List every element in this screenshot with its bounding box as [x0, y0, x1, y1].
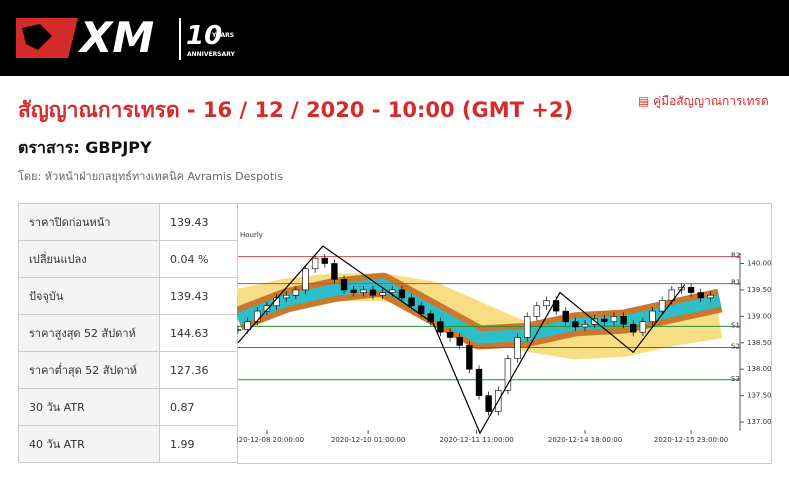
- stats-table: ราคาปิดก่อนหน้า 139.43 เปลี่ยนแปลง 0.04 % ปั…: [18, 203, 239, 463]
- stat-value: 144.63: [159, 314, 239, 352]
- candle-body: [697, 292, 704, 299]
- candle-body: [514, 337, 521, 359]
- stat-label: ราคาปิดก่อนหน้า: [18, 203, 160, 241]
- table-row: ราคาปิดก่อนหน้า 139.43: [18, 203, 239, 241]
- candle-body: [446, 331, 454, 338]
- table-row: ราคาสูงสุด 52 สัปดาห์ 144.63: [18, 314, 239, 352]
- candle-body: [475, 368, 483, 396]
- stat-value: 127.36: [159, 351, 239, 389]
- table-row: 40 วัน ATR 1.99: [18, 425, 239, 463]
- candle-body: [263, 305, 271, 312]
- candle-body: [581, 323, 589, 328]
- badge: 10: [186, 21, 222, 51]
- candle-body: [649, 310, 656, 322]
- level-label: R2: [731, 252, 740, 260]
- candle-body: [331, 263, 338, 280]
- candle-body: [601, 318, 608, 322]
- candle-body: [543, 300, 550, 307]
- candle-body: [237, 329, 242, 331]
- table-row: 30 วัน ATR 0.87: [18, 388, 239, 426]
- guide-text[interactable]: คู่มือสัญญาณการเทรด: [653, 94, 769, 108]
- candle-body: [321, 257, 328, 264]
- fast-band-core: [237, 278, 722, 344]
- stat-label: เปลี่ยนแปลง: [18, 240, 160, 278]
- stat-value: 139.43: [159, 277, 239, 315]
- level-label: S3: [731, 375, 740, 383]
- logo[interactable]: XM 10 YEARS ANNIVERSARY: [0, 0, 260, 76]
- x-tick-label: 2020-12-15 23:00:00: [654, 436, 728, 444]
- candle-body: [244, 321, 251, 330]
- instrument: ตราสาร: GBPJPY: [18, 138, 152, 157]
- timeframe: Hourly: [240, 231, 263, 239]
- candle-body: [639, 321, 647, 333]
- table-row: เปลี่ยนแปลง 0.04 %: [18, 240, 239, 278]
- candle-body: [292, 289, 300, 296]
- stat-label: ปัจจุบัน: [18, 277, 160, 315]
- zigzag: [237, 245, 686, 435]
- level-label: S1: [731, 321, 740, 329]
- candle-body: [417, 305, 425, 315]
- candle-body: [389, 289, 396, 293]
- x-tick-label: 2020-12-08 20:00:00: [237, 436, 304, 444]
- stat-value: 0.87: [159, 388, 239, 426]
- y-tick-label: 140.00: [747, 260, 772, 268]
- stat-label: ราคาต่ำสุด 52 สัปดาห์: [18, 351, 160, 389]
- y-tick-label: 137.50: [747, 392, 772, 400]
- candle-body: [668, 289, 675, 301]
- header: XM 10 YEARS ANNIVERSARY: [0, 0, 789, 76]
- logo-text: XM: [77, 13, 154, 62]
- candle-body: [398, 289, 406, 299]
- candle-body: [524, 316, 531, 338]
- candle-body: [311, 257, 319, 270]
- chart: Hourly R2 R1 S1 S2 S3 140.00 139.50 139.00 138.5…: [237, 203, 772, 464]
- signal-title: สัญญาณการเทรด - 16 / 12 / 2020 - 10:00 (…: [18, 98, 574, 122]
- badge-caption: ANNIVERSARY: [187, 51, 236, 58]
- guide-link[interactable]: ▤ คู่มือสัญญาณการเทรด: [638, 94, 769, 108]
- author: โดย: หัวหน้าฝ่ายกลยุทธ์ทางเทคนิค Avramis…: [18, 170, 283, 183]
- stat-value: 1.99: [159, 425, 239, 463]
- candle-body: [572, 321, 579, 328]
- level-label: S2: [731, 343, 740, 351]
- candle-body: [562, 310, 569, 322]
- candle-body: [630, 323, 637, 333]
- candle-body: [504, 358, 512, 391]
- candle-body: [379, 292, 386, 296]
- stat-value: 139.43: [159, 203, 239, 241]
- candle-body: [283, 294, 290, 299]
- candle-body: [610, 316, 618, 322]
- stat-label: 30 วัน ATR: [18, 388, 160, 426]
- candle-body: [485, 395, 492, 412]
- candle-body: [340, 279, 348, 291]
- x-tick-label: 2020-12-14 18:00:00: [548, 436, 622, 444]
- table-row: ราคาต่ำสุด 52 สัปดาห์ 127.36: [18, 351, 239, 389]
- candle-body: [302, 268, 309, 291]
- candle-body: [437, 321, 444, 333]
- candle-body: [591, 318, 598, 325]
- y-tick-label: 139.00: [747, 312, 772, 320]
- candle-body: [620, 316, 627, 325]
- table-row: ปัจจุบัน 139.43: [18, 277, 239, 315]
- candle-body: [687, 286, 695, 293]
- x-tick-label: 2020-12-11 11:00:00: [439, 436, 513, 444]
- candle-body: [533, 305, 541, 317]
- candle-body: [408, 297, 415, 307]
- candle-body: [350, 289, 357, 293]
- candle-body: [369, 289, 377, 296]
- candle-body: [456, 337, 463, 346]
- badge-sub: YEARS: [211, 32, 234, 39]
- y-tick-label: 139.50: [747, 286, 772, 294]
- y-tick-label: 138.00: [747, 365, 772, 373]
- stat-value: 0.04 %: [159, 240, 239, 278]
- y-tick-label: 137.00: [747, 418, 772, 426]
- candle-body: [707, 294, 714, 299]
- level-label: R1: [731, 279, 740, 287]
- stat-label: 40 วัน ATR: [18, 425, 160, 463]
- stat-label: ราคาสูงสุด 52 สัปดาห์: [18, 314, 160, 352]
- y-tick-label: 138.50: [747, 339, 772, 347]
- x-tick-label: 2020-12-10 01:00:00: [331, 436, 405, 444]
- candle-body: [360, 289, 367, 293]
- candle-body: [466, 345, 473, 370]
- candle-body: [658, 300, 666, 312]
